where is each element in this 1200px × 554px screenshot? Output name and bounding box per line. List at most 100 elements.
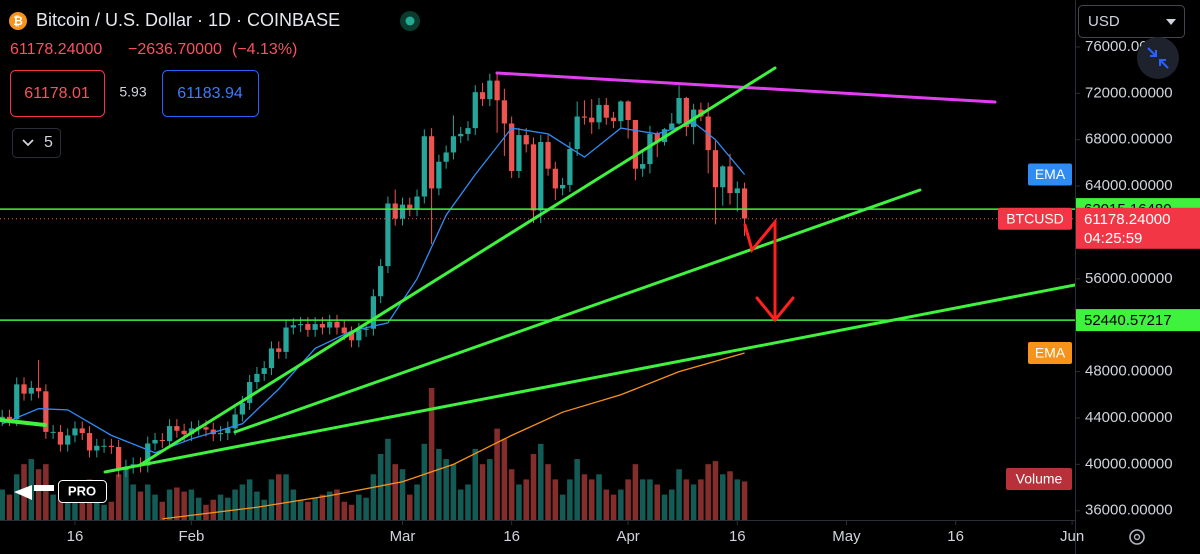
volume-bar bbox=[195, 497, 202, 520]
volume-bar bbox=[341, 501, 348, 520]
candle-body bbox=[399, 204, 406, 219]
candle-body bbox=[632, 120, 639, 169]
volume-bar bbox=[559, 494, 566, 520]
volume-bar bbox=[130, 484, 136, 520]
bitcoin-icon-glyph: ₿ bbox=[13, 14, 23, 28]
candle-body bbox=[247, 382, 253, 403]
candle-body bbox=[261, 368, 267, 374]
volume-bar bbox=[57, 499, 64, 520]
y-tick-label: 72000.00000 bbox=[1085, 84, 1173, 101]
plot-area bbox=[0, 72, 1075, 520]
volume-bar bbox=[370, 474, 377, 520]
currency-select[interactable] bbox=[1078, 5, 1185, 38]
currency-label[interactable]: USD bbox=[1088, 13, 1120, 30]
candle-body bbox=[421, 136, 427, 197]
volume-bar bbox=[632, 464, 639, 520]
candle-body bbox=[0, 416, 5, 420]
volume-bar bbox=[508, 469, 515, 520]
volume-bar bbox=[181, 491, 187, 520]
volume-bar bbox=[443, 459, 449, 520]
volume-bar bbox=[501, 438, 508, 520]
logo-text: PRO bbox=[68, 483, 96, 498]
volume-bar bbox=[144, 484, 151, 520]
price-change-pct: (−4.13%) bbox=[232, 41, 297, 58]
x-tick-label: 16 bbox=[67, 528, 84, 545]
volume-bar bbox=[603, 489, 610, 520]
buy-button[interactable] bbox=[162, 70, 259, 117]
volume-bar bbox=[421, 443, 428, 520]
candle-body bbox=[727, 166, 733, 194]
dropdown-arrow bbox=[1166, 19, 1176, 25]
candle-body bbox=[14, 384, 20, 420]
candle-body bbox=[65, 435, 71, 445]
candle-body bbox=[450, 136, 457, 153]
volume-bar bbox=[363, 497, 369, 520]
candle-body bbox=[683, 97, 689, 127]
candle-body bbox=[370, 296, 376, 329]
volume-bar bbox=[669, 489, 675, 520]
settings-icon-core bbox=[1133, 533, 1141, 541]
trend-line bbox=[103, 283, 1075, 474]
ask-price[interactable]: 61183.94 bbox=[177, 85, 243, 102]
candle-body bbox=[530, 144, 537, 211]
volume-bar bbox=[268, 479, 275, 520]
candle-body bbox=[312, 324, 318, 330]
indicators-toggle[interactable] bbox=[12, 128, 61, 158]
candle-body bbox=[669, 123, 675, 130]
candle-body bbox=[145, 443, 151, 466]
candle-body bbox=[50, 431, 56, 433]
candle-body bbox=[166, 426, 173, 442]
volume-bar bbox=[734, 479, 741, 520]
volume-bar bbox=[203, 504, 209, 520]
volume-tag-label: Volume bbox=[1016, 471, 1063, 487]
volume-bar bbox=[356, 494, 362, 520]
candle-body bbox=[538, 142, 544, 211]
logo-mark bbox=[14, 485, 32, 500]
candle-body bbox=[494, 80, 500, 101]
ema-tag-label: EMA bbox=[1035, 166, 1066, 182]
symbol-title: Bitcoin / U.S. Dollar · 1D · COINBASE bbox=[36, 10, 340, 30]
volume-bar bbox=[326, 491, 333, 520]
candle-body bbox=[35, 387, 42, 392]
candle-body bbox=[589, 117, 595, 123]
collapse-icon bbox=[1147, 47, 1169, 69]
volume-bar bbox=[683, 479, 690, 520]
volume-bar bbox=[225, 497, 231, 520]
volume-bar bbox=[465, 484, 471, 520]
candle-body bbox=[720, 166, 726, 188]
trend-line bbox=[233, 188, 922, 434]
volume-bar bbox=[217, 494, 224, 520]
auto-scale-button[interactable] bbox=[1137, 37, 1179, 79]
candle-body bbox=[574, 116, 580, 149]
price-axis-panel bbox=[1075, 0, 1200, 554]
arrow-head bbox=[755, 296, 795, 323]
trend-line bbox=[138, 66, 777, 467]
settings-icon[interactable] bbox=[1129, 529, 1145, 545]
volume-bar bbox=[705, 464, 711, 520]
candle-body bbox=[625, 101, 631, 120]
price-change: −2636.70000 bbox=[128, 41, 222, 58]
volume-bar bbox=[414, 484, 420, 520]
indicators-count[interactable]: 5 bbox=[44, 134, 53, 151]
candle-body bbox=[159, 440, 165, 442]
price-tags: 62015.1648052440.5721761178.2400004:25:5… bbox=[998, 163, 1200, 490]
volume-bar bbox=[246, 479, 253, 520]
volume-bar bbox=[625, 479, 631, 520]
candle-body bbox=[734, 188, 740, 194]
volume-bar bbox=[567, 479, 573, 520]
volume-bar bbox=[275, 474, 282, 520]
volume-bar bbox=[647, 479, 653, 520]
candle-body bbox=[43, 391, 49, 432]
volume-bar bbox=[108, 501, 115, 520]
candle-body bbox=[327, 321, 333, 328]
volume-bar bbox=[516, 484, 522, 520]
volume-bar bbox=[43, 464, 49, 520]
bid-price[interactable]: 61178.01 bbox=[24, 85, 90, 102]
candle-body bbox=[254, 373, 260, 383]
sell-button[interactable] bbox=[10, 70, 105, 117]
symbol-tag-label: BTCUSD bbox=[1006, 211, 1064, 227]
volume-bar bbox=[239, 484, 246, 520]
level-tag bbox=[1076, 309, 1200, 332]
volume-bar bbox=[50, 494, 56, 520]
candle-body bbox=[654, 133, 660, 143]
